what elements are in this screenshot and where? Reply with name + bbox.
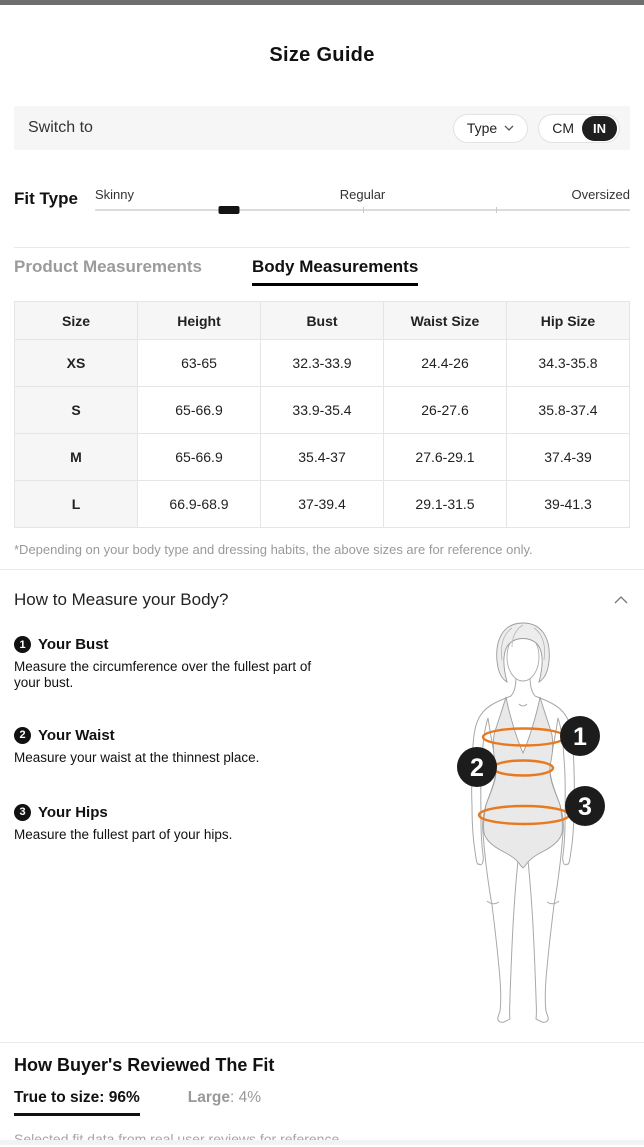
measure-item-title: Your Bust [38, 636, 109, 653]
table-cell: 65-66.9 [137, 386, 261, 434]
divider [14, 247, 630, 248]
table-header-hip: Hip Size [506, 301, 630, 340]
unit-option-in-selected[interactable]: IN [582, 115, 617, 141]
table-cell: 29.1-31.5 [383, 480, 507, 528]
fit-type-slider: Skinny Regular Oversized [95, 187, 630, 214]
table-cell-size: S [14, 386, 138, 434]
table-cell-size: L [14, 480, 138, 528]
fit-slider-thumb[interactable] [218, 206, 240, 214]
type-dropdown-button[interactable]: Type [452, 113, 529, 143]
hips-marker: 3 [565, 786, 605, 826]
unit-toggle[interactable]: CM IN [538, 113, 620, 143]
slider-tick [362, 207, 364, 213]
fit-type-label: Fit Type [14, 189, 78, 208]
table-cell: 33.9-35.4 [260, 386, 384, 434]
measure-section-title: How to Measure your Body? [14, 590, 229, 609]
table-cell: 39-41.3 [506, 480, 630, 528]
body-measurement-figure: 1 2 3 [440, 619, 636, 1029]
table-cell: 35.8-37.4 [506, 386, 630, 434]
fit-option-skinny: Skinny [95, 187, 135, 202]
table-header-waist: Waist Size [383, 301, 507, 340]
fit-review-section: How Buyer's Reviewed The Fit True to siz… [0, 1043, 644, 1147]
table-cell: 27.6-29.1 [383, 433, 507, 481]
divider [0, 569, 644, 570]
tab-product-measurements[interactable]: Product Measurements [14, 257, 202, 276]
measure-item-bust: 1 Your Bust Measure the circumference ov… [14, 636, 354, 691]
chevron-down-icon [504, 125, 514, 131]
page-title: Size Guide [269, 44, 375, 66]
fit-type-options: Skinny Regular Oversized [95, 187, 630, 202]
table-cell: 35.4-37 [260, 433, 384, 481]
fit-type-row: Fit Type Skinny Regular Oversized [14, 187, 630, 214]
table-cell-size: M [14, 433, 138, 481]
table-cell: 24.4-26 [383, 339, 507, 387]
measure-item-waist: 2 Your Waist Measure your waist at the t… [14, 726, 354, 766]
table-row: L 66.9-68.9 37-39.4 29.1-31.5 39-41.3 [14, 480, 630, 528]
step-1-badge: 1 [14, 636, 31, 653]
table-header-size: Size [14, 301, 138, 340]
type-dropdown-label: Type [466, 120, 498, 136]
stat-large[interactable]: Large: 4% [188, 1089, 261, 1107]
top-window-bar [0, 0, 644, 5]
measure-item-description: Measure the circumference over the fulle… [14, 659, 312, 690]
svg-text:1: 1 [573, 723, 587, 751]
measure-item-hips: 3 Your Hips Measure the fullest part of … [14, 803, 354, 843]
table-cell: 37-39.4 [260, 480, 384, 528]
fit-option-oversized: Oversized [571, 187, 630, 202]
table-cell: 32.3-33.9 [260, 339, 384, 387]
svg-text:2: 2 [470, 754, 484, 782]
swimsuit [483, 696, 563, 869]
divider [0, 1042, 644, 1043]
table-cell: 63-65 [137, 339, 261, 387]
table-row: M 65-66.9 35.4-37 27.6-29.1 37.4-39 [14, 433, 630, 481]
fit-review-heading: How Buyer's Reviewed The Fit [14, 1055, 275, 1075]
chevron-up-icon[interactable] [612, 594, 630, 606]
table-cell: 65-66.9 [137, 433, 261, 481]
measure-section-header[interactable]: How to Measure your Body? [14, 590, 630, 610]
next-section-edge [0, 1140, 644, 1145]
waist-marker: 2 [457, 747, 497, 787]
bust-marker: 1 [560, 716, 600, 756]
slider-tick [496, 207, 498, 213]
fit-review-stats: True to size: 96% Large: 4% [14, 1089, 630, 1116]
table-cell-size: XS [14, 339, 138, 387]
table-row: XS 63-65 32.3-33.9 24.4-26 34.3-35.8 [14, 339, 630, 387]
fit-slider-track[interactable] [95, 206, 630, 214]
step-3-badge: 3 [14, 803, 31, 821]
measure-item-description: Measure the fullest part of your hips. [14, 826, 233, 842]
size-table: Size Height Bust Waist Size Hip Size XS … [14, 301, 630, 528]
switch-bar: Switch to Type CM IN [14, 106, 630, 150]
step-2-badge: 2 [14, 726, 31, 744]
tab-body-measurements[interactable]: Body Measurements [252, 257, 419, 286]
measure-items: 1 Your Bust Measure the circumference ov… [14, 636, 354, 843]
table-footnote: *Depending on your body type and dressin… [14, 542, 533, 557]
measure-item-title: Your Hips [38, 803, 108, 821]
table-header-height: Height [137, 301, 261, 340]
unit-option-cm[interactable]: CM [552, 120, 574, 136]
table-header-row: Size Height Bust Waist Size Hip Size [14, 301, 630, 340]
table-header-bust: Bust [260, 301, 384, 340]
figure-hair [496, 622, 550, 683]
stat-true-to-size[interactable]: True to size: 96% [14, 1089, 140, 1116]
measure-item-description: Measure your waist at the thinnest place… [14, 749, 260, 765]
svg-text:3: 3 [578, 793, 592, 821]
switch-to-label: Switch to [28, 119, 93, 136]
stat-large-label: Large [187, 1089, 230, 1106]
measurement-tabs: Product Measurements Body Measurements [14, 257, 630, 286]
stat-large-value: : 4% [229, 1089, 261, 1106]
how-to-measure-section: How to Measure your Body? 1 Your Bust Me… [0, 570, 644, 1042]
table-row: S 65-66.9 33.9-35.4 26-27.6 35.8-37.4 [14, 386, 630, 434]
measure-item-title: Your Waist [38, 726, 115, 744]
table-cell: 26-27.6 [383, 386, 507, 434]
table-cell: 34.3-35.8 [506, 339, 630, 387]
table-cell: 37.4-39 [506, 433, 630, 481]
knee-marks [486, 900, 560, 905]
fit-option-regular: Regular [339, 187, 386, 202]
table-cell: 66.9-68.9 [137, 480, 261, 528]
